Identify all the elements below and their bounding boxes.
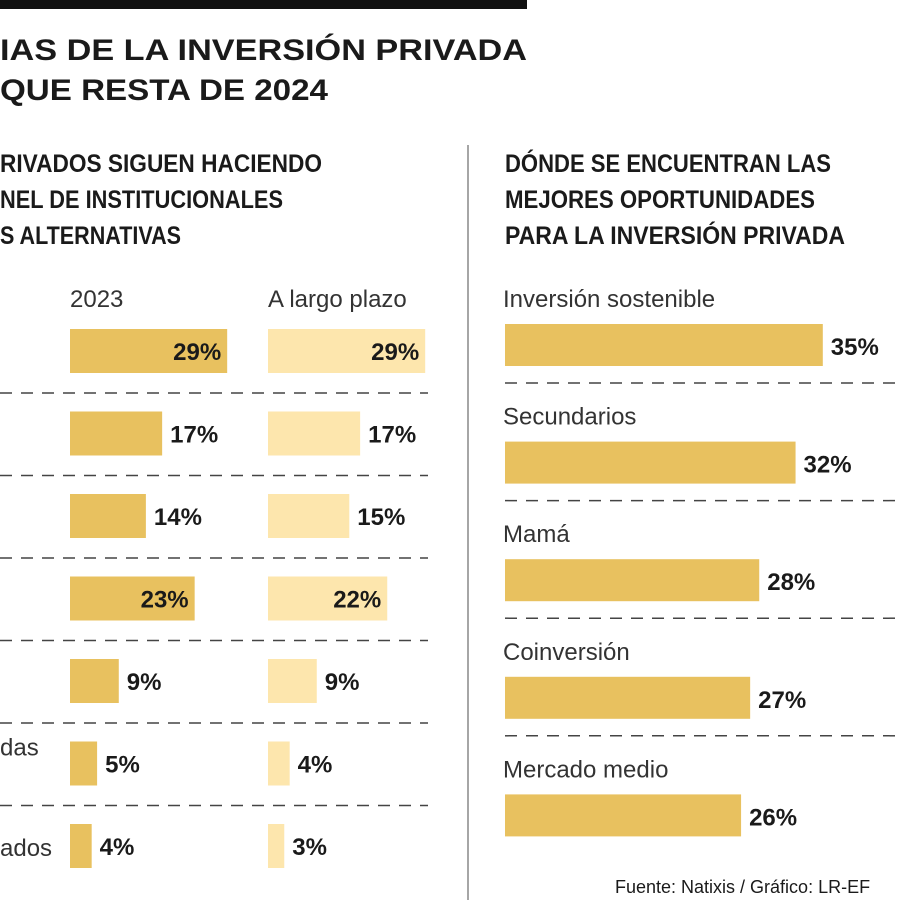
chart-subtitle: S ALTERNATIVAS (0, 222, 181, 250)
value-label: 22% (333, 587, 381, 614)
bar (268, 411, 361, 456)
top-rule (0, 0, 527, 9)
value-label: 9% (325, 669, 360, 696)
bar (268, 741, 290, 786)
category-label: Mamá (503, 521, 570, 548)
value-label: 14% (154, 504, 202, 531)
value-label: 17% (368, 422, 416, 449)
value-label: 15% (357, 504, 405, 531)
bar (70, 741, 98, 786)
bar (505, 794, 742, 837)
bar (70, 494, 146, 538)
value-label: 4% (298, 752, 333, 779)
category-label: Mercado medio (503, 756, 668, 783)
value-label: 3% (292, 834, 327, 861)
category-label: das (0, 735, 39, 762)
chart-subtitle: PARA LA INVERSIÓN PRIVADA (505, 220, 845, 250)
bar (268, 659, 317, 703)
legend-label: 2023 (70, 286, 123, 313)
value-label: 29% (173, 339, 221, 366)
bar (268, 824, 285, 868)
bar (505, 441, 796, 484)
legend-label: A largo plazo (268, 286, 407, 313)
bar (268, 329, 426, 373)
bar (70, 659, 119, 703)
value-label: 26% (749, 804, 797, 831)
value-label: 17% (170, 422, 218, 449)
title-line: IAS DE LA INVERSIÓN PRIVADA (0, 33, 527, 67)
bar (268, 576, 388, 621)
value-label: 35% (831, 334, 879, 361)
value-label: 4% (100, 834, 135, 861)
chart-subtitle: MEJORES OPORTUNIDADES (505, 186, 815, 214)
source: Fuente: Natixis / Gráfico: LR-EF (615, 877, 870, 897)
bar (268, 494, 350, 538)
bar (505, 324, 823, 366)
value-label: 27% (758, 687, 806, 714)
value-label: 32% (804, 452, 852, 479)
bar (505, 676, 751, 719)
chart-subtitle: RIVADOS SIGUEN HACIENDO (0, 150, 322, 178)
category-label: Inversión sostenible (503, 286, 715, 313)
bar (70, 824, 92, 868)
title-line: QUE RESTA DE 2024 (0, 74, 328, 107)
bar (70, 411, 163, 456)
value-label: 28% (767, 569, 815, 596)
bar (70, 576, 195, 621)
chart-subtitle: NEL DE INSTITUCIONALES (0, 186, 283, 214)
value-label: 23% (141, 587, 189, 614)
bar (505, 559, 760, 602)
category-label: ados (0, 835, 52, 862)
chart-subtitle: DÓNDE SE ENCUENTRAN LAS (505, 148, 831, 178)
category-label: Secundarios (503, 404, 636, 431)
bar (70, 329, 228, 373)
value-label: 9% (127, 669, 162, 696)
value-label: 5% (105, 752, 140, 779)
category-label: Coinversión (503, 639, 630, 666)
value-label: 29% (371, 339, 419, 366)
